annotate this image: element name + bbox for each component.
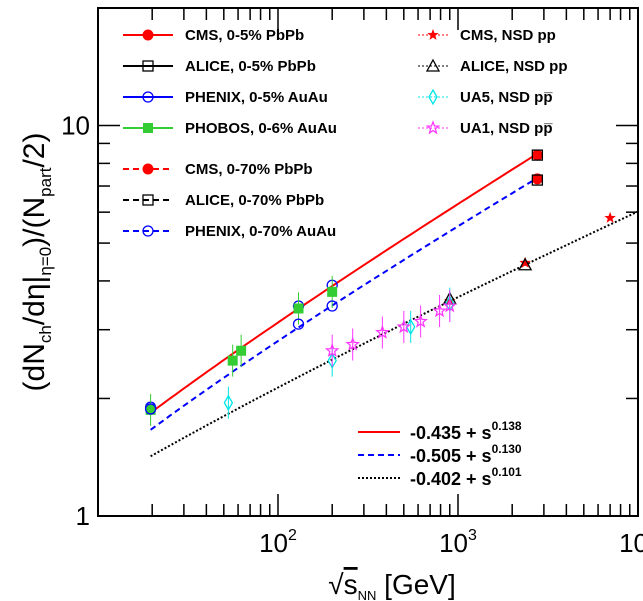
y-axis-title: (dNch/dη|η=0)/(Npart/2) — [18, 133, 55, 392]
x-tick-label: 103 — [439, 527, 477, 558]
x-axis-unit: [GeV] — [376, 569, 455, 600]
legend-label: PHOBOS, 0-6% AuAu — [185, 120, 337, 137]
legend-item: CMS, 0-5% PbPb — [123, 27, 304, 44]
fit-legend-item: -0.505 + s0.130 — [358, 442, 522, 466]
legend-marker — [427, 29, 439, 40]
legend-item: CMS, NSD pp — [418, 27, 556, 44]
legend-item: UA1, NSD pp̅ — [418, 120, 553, 137]
x-axis-s: s — [344, 569, 358, 600]
legend-label: ALICE, NSD pp — [460, 58, 568, 75]
legend-label: PHENIX, 0-5% AuAu — [185, 89, 328, 106]
plot-frame — [97, 7, 639, 517]
x-tick-label: 102 — [259, 527, 297, 558]
data-point — [531, 174, 544, 186]
x-axis-title: √sNN [GeV] — [328, 569, 456, 601]
legend-marker — [142, 225, 154, 237]
data-point — [519, 256, 531, 268]
legend-label: ALICE, 0-70% PbPb — [185, 192, 324, 209]
legend-item: ALICE, 0-70% PbPb — [123, 192, 324, 209]
legend-marker — [425, 120, 441, 135]
legend-label: CMS, 0-5% PbPb — [185, 27, 304, 44]
data-point — [326, 300, 338, 312]
fit-legend: -0.435 + s0.138-0.505 + s0.130-0.402 + s… — [358, 419, 522, 489]
data-point — [293, 303, 304, 314]
legend-item: UA5, NSD pp̅ — [418, 88, 553, 106]
y-tick-label: 1 — [76, 501, 90, 531]
fit-legend-item: -0.402 + s0.101 — [358, 465, 522, 489]
sqrt-sign: √ — [328, 569, 344, 600]
legend-item: PHENIX, 0-5% AuAu — [123, 89, 328, 106]
data-point — [531, 149, 543, 161]
fit-lines — [150, 152, 639, 458]
legend-item: CMS, 0-70% PbPb — [123, 161, 313, 178]
data-point — [292, 318, 305, 330]
fit-line — [150, 210, 639, 458]
legend-item: PHENIX, 0-70% AuAu — [123, 223, 336, 240]
data-point — [327, 352, 337, 369]
fit-line — [150, 152, 538, 414]
fit-legend-item: -0.435 + s0.138 — [358, 419, 522, 443]
legend-label: UA1, NSD pp̅ — [460, 120, 553, 137]
data-point — [604, 211, 616, 223]
fit-legend-label: -0.402 + s0.101 — [410, 465, 522, 489]
data-point — [432, 303, 447, 318]
legend-label: PHENIX, 0-70% AuAu — [185, 223, 336, 240]
data-point — [345, 336, 361, 351]
legend-marker — [428, 88, 438, 106]
legend-marker — [142, 29, 154, 41]
legend-marker — [142, 163, 154, 175]
legend-marker — [425, 58, 441, 72]
legend-item: PHOBOS, 0-6% AuAu — [123, 120, 337, 137]
data-point — [236, 345, 247, 356]
data-point — [144, 403, 157, 415]
x-axis-sub: NN — [358, 588, 377, 601]
legend-label: UA5, NSD pp̅ — [460, 89, 553, 106]
data-points — [144, 149, 616, 426]
data-point — [223, 394, 234, 412]
data-point — [324, 342, 340, 357]
legend: CMS, 0-5% PbPb ALICE, 0-5% PbPb PHENIX, 0-… — [123, 27, 568, 240]
legend-item: ALICE, 0-5% PbPb — [123, 58, 316, 75]
data-point — [396, 319, 412, 334]
axes: 102 103 104 1 10 — [61, 7, 643, 558]
y-tick-label: 10 — [61, 111, 90, 141]
legend-label: CMS, NSD pp — [460, 27, 556, 44]
legend-label: CMS, 0-70% PbPb — [185, 161, 313, 178]
data-point — [145, 404, 156, 415]
fit-legend-label: -0.435 + s0.138 — [410, 419, 522, 443]
data-point — [442, 298, 458, 313]
data-point — [327, 286, 338, 297]
legend-label: ALICE, 0-5% PbPb — [185, 58, 316, 75]
data-point — [531, 149, 544, 161]
data-point — [413, 313, 428, 328]
legend-marker — [143, 123, 153, 133]
fit-legend-label: -0.505 + s0.130 — [410, 442, 522, 466]
data-point — [375, 324, 390, 339]
legend-item: ALICE, NSD pp — [418, 58, 568, 75]
legend-marker — [142, 60, 154, 72]
x-tick-label: 104 — [619, 527, 643, 558]
legend-marker — [142, 194, 154, 206]
fit-line — [150, 177, 538, 431]
data-point — [518, 257, 533, 271]
data-point — [227, 355, 238, 366]
legend-marker — [142, 91, 154, 103]
